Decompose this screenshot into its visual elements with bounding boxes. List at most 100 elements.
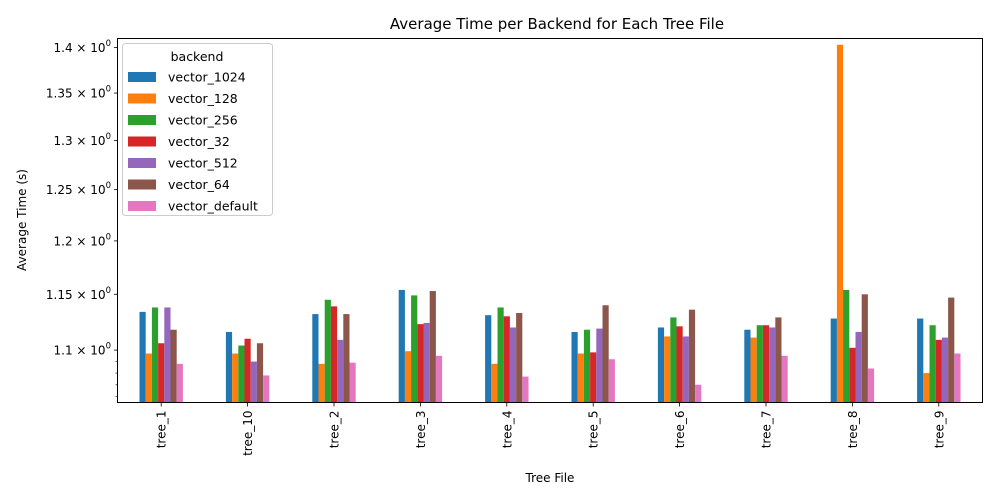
bar-vector_256-tree_10 [238, 345, 245, 403]
bar-vector_256-tree_9 [929, 325, 936, 403]
bar-vector_default-tree_6 [695, 384, 702, 403]
bar-vector_256-tree_2 [324, 299, 331, 403]
bar-vector_512-tree_8 [855, 331, 862, 403]
bars-layer [139, 44, 961, 403]
bar-vector_256-tree_6 [670, 317, 677, 403]
bar-vector_512-tree_9 [941, 337, 949, 403]
x-tick-label: tree_6 [673, 411, 687, 449]
bar-vector_512-tree_3 [423, 322, 430, 403]
bar-vector_64-tree_5 [602, 305, 609, 403]
bar-vector_default-tree_8 [867, 368, 875, 403]
bar-vector_32-tree_8 [849, 347, 856, 403]
bar-vector_256-tree_1 [151, 307, 159, 403]
bar-vector_512-tree_7 [769, 327, 776, 403]
bar-vector_128-tree_9 [923, 373, 930, 403]
bar-vector_512-tree_1 [164, 307, 171, 403]
bar-vector_default-tree_2 [349, 362, 356, 403]
y-tick-label: 1.2 × 100 [54, 232, 111, 248]
bar-vector_1024-tree_9 [917, 318, 924, 403]
bar-vector_default-tree_10 [263, 375, 270, 403]
bar-vector_64-tree_7 [775, 317, 782, 403]
legend-box [122, 43, 273, 216]
legend-label-vector_256: vector_256 [168, 113, 238, 128]
bar-vector_128-tree_7 [750, 337, 757, 403]
y-tick-label: 1.3 × 100 [54, 132, 111, 148]
bar-vector_64-tree_8 [861, 294, 868, 403]
legend-swatch-vector_default [128, 201, 156, 211]
x-tick-label: tree_5 [587, 411, 601, 449]
bar-vector_128-tree_3 [404, 351, 412, 403]
bar-vector_1024-tree_8 [830, 318, 837, 403]
y-tick-label: 1.1 × 100 [54, 342, 111, 358]
y-tick-label: 1.15 × 100 [46, 286, 111, 302]
bar-vector_default-tree_4 [522, 376, 529, 403]
bar-vector_128-tree_10 [232, 353, 239, 403]
bar-vector_32-tree_6 [676, 326, 683, 403]
legend-label-vector_default: vector_default [168, 199, 258, 214]
plot-frame [117, 38, 983, 403]
y-axis: 1.1 × 100 1.15 × 100 1.2 × 100 1.25 × 100 1.… [46, 39, 118, 397]
legend-label-vector_64: vector_64 [168, 177, 230, 192]
x-axis-label: Tree File [525, 471, 575, 485]
legend-label-vector_128: vector_128 [168, 91, 238, 106]
bar-vector_512-tree_5 [596, 328, 603, 403]
bar-vector_256-tree_4 [497, 307, 504, 403]
x-tick-label: tree_8 [846, 411, 860, 449]
bar-vector_default-tree_3 [435, 355, 443, 403]
bar-vector_512-tree_6 [682, 336, 689, 403]
bar-vector_32-tree_4 [503, 316, 510, 403]
bar-vector_128-tree_6 [664, 336, 671, 403]
bar-vector_128-tree_5 [577, 353, 584, 403]
bar-vector_1024-tree_6 [657, 327, 665, 403]
x-tick-label: tree_7 [760, 411, 774, 449]
y-tick-label: 1.4 × 100 [54, 39, 111, 55]
legend-label-vector_32: vector_32 [168, 134, 230, 149]
bar-vector_512-tree_4 [509, 327, 517, 403]
x-tick-label: tree_1 [155, 411, 169, 449]
y-axis-label: Average Time (s) [15, 169, 29, 271]
bar-vector_128-tree_2 [318, 363, 325, 403]
bar-vector_128-tree_1 [145, 353, 152, 403]
legend-swatch-vector_256 [128, 115, 156, 125]
bar-vector_32-tree_7 [762, 325, 770, 403]
bar-vector_256-tree_7 [756, 325, 763, 403]
bar-vector_64-tree_3 [429, 291, 436, 403]
bar-vector_default-tree_9 [954, 353, 961, 403]
bar-vector_512-tree_10 [250, 361, 257, 403]
bar-vector_256-tree_3 [411, 295, 418, 403]
bar-vector_32-tree_10 [244, 338, 251, 403]
bar-vector_1024-tree_5 [571, 331, 578, 403]
bar-vector_1024-tree_3 [398, 289, 405, 403]
bar-vector_1024-tree_4 [485, 315, 492, 403]
legend-swatch-vector_512 [128, 158, 156, 168]
bar-vector_128-tree_4 [491, 363, 498, 403]
bar-vector_64-tree_9 [948, 297, 955, 403]
bar-vector_1024-tree_2 [312, 314, 319, 403]
x-tick-label: tree_4 [500, 411, 514, 449]
x-tick-label: tree_3 [414, 411, 428, 449]
legend-swatch-vector_128 [128, 93, 156, 104]
legend-swatch-vector_1024 [128, 72, 156, 82]
bar-vector_32-tree_3 [417, 324, 424, 403]
bar-vector_1024-tree_7 [744, 329, 751, 403]
bar-vector_default-tree_5 [608, 359, 615, 403]
x-tick-label: tree_2 [328, 411, 342, 449]
bar-vector_512-tree_2 [337, 339, 344, 403]
legend: backend vector_1024 vector_128 vector_256ve… [122, 43, 273, 216]
x-tick-label: tree_9 [932, 411, 946, 449]
bar-vector_1024-tree_10 [225, 331, 233, 403]
bar-vector_64-tree_2 [343, 314, 350, 403]
legend-title: backend [171, 49, 224, 64]
bar-vector_64-tree_10 [256, 343, 264, 403]
bar-vector_64-tree_4 [516, 312, 523, 403]
bar-vector_default-tree_1 [176, 363, 183, 403]
x-tick-label: tree_10 [241, 411, 255, 456]
chart-title: Average Time per Backend for Each Tree F… [390, 15, 724, 33]
legend-swatch-vector_32 [128, 136, 156, 147]
bar-vector_256-tree_5 [583, 329, 591, 403]
bar-vector_128-tree_8 [836, 44, 844, 403]
bar-vector_32-tree_9 [935, 339, 942, 403]
legend-label-vector_1024: vector_1024 [168, 70, 246, 85]
